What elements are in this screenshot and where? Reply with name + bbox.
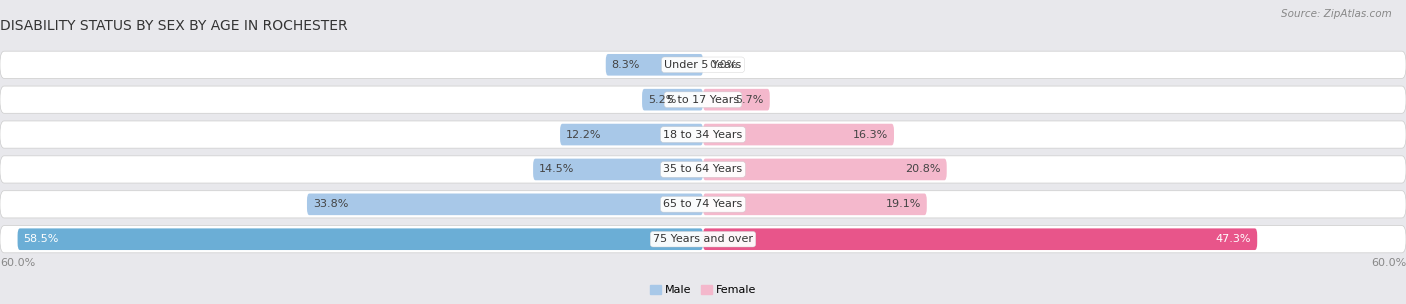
Text: 12.2%: 12.2% bbox=[565, 130, 602, 140]
FancyBboxPatch shape bbox=[0, 226, 1406, 253]
Text: 47.3%: 47.3% bbox=[1216, 234, 1251, 244]
FancyBboxPatch shape bbox=[0, 86, 1406, 113]
Legend: Male, Female: Male, Female bbox=[645, 281, 761, 300]
Text: 20.8%: 20.8% bbox=[905, 164, 941, 174]
FancyBboxPatch shape bbox=[307, 194, 703, 215]
Text: 60.0%: 60.0% bbox=[1371, 258, 1406, 268]
FancyBboxPatch shape bbox=[0, 156, 1406, 183]
Text: 5 to 17 Years: 5 to 17 Years bbox=[666, 95, 740, 105]
FancyBboxPatch shape bbox=[0, 51, 1406, 78]
Text: 19.1%: 19.1% bbox=[886, 199, 921, 209]
FancyBboxPatch shape bbox=[0, 191, 1406, 218]
Text: 35 to 64 Years: 35 to 64 Years bbox=[664, 164, 742, 174]
FancyBboxPatch shape bbox=[533, 159, 703, 180]
FancyBboxPatch shape bbox=[0, 121, 1406, 148]
Text: Source: ZipAtlas.com: Source: ZipAtlas.com bbox=[1281, 9, 1392, 19]
Text: 8.3%: 8.3% bbox=[612, 60, 640, 70]
FancyBboxPatch shape bbox=[703, 89, 770, 110]
Text: 14.5%: 14.5% bbox=[538, 164, 574, 174]
Text: 0.0%: 0.0% bbox=[709, 60, 737, 70]
FancyBboxPatch shape bbox=[703, 159, 946, 180]
Text: 18 to 34 Years: 18 to 34 Years bbox=[664, 130, 742, 140]
Text: 5.2%: 5.2% bbox=[648, 95, 676, 105]
FancyBboxPatch shape bbox=[560, 124, 703, 145]
FancyBboxPatch shape bbox=[606, 54, 703, 76]
Text: Under 5 Years: Under 5 Years bbox=[665, 60, 741, 70]
Text: 75 Years and over: 75 Years and over bbox=[652, 234, 754, 244]
Text: 60.0%: 60.0% bbox=[0, 258, 35, 268]
Text: 16.3%: 16.3% bbox=[853, 130, 889, 140]
Text: 58.5%: 58.5% bbox=[24, 234, 59, 244]
Text: 5.7%: 5.7% bbox=[735, 95, 763, 105]
FancyBboxPatch shape bbox=[703, 228, 1257, 250]
Text: DISABILITY STATUS BY SEX BY AGE IN ROCHESTER: DISABILITY STATUS BY SEX BY AGE IN ROCHE… bbox=[0, 19, 347, 33]
FancyBboxPatch shape bbox=[703, 194, 927, 215]
FancyBboxPatch shape bbox=[18, 228, 703, 250]
Text: 65 to 74 Years: 65 to 74 Years bbox=[664, 199, 742, 209]
FancyBboxPatch shape bbox=[703, 124, 894, 145]
Text: 33.8%: 33.8% bbox=[314, 199, 349, 209]
FancyBboxPatch shape bbox=[643, 89, 703, 110]
